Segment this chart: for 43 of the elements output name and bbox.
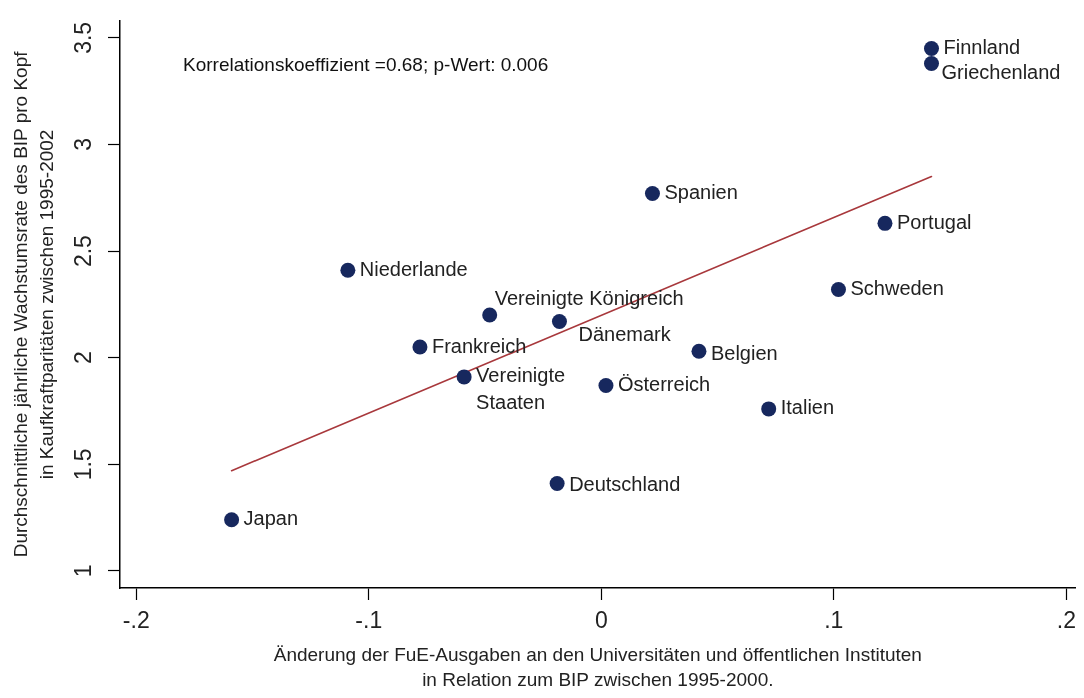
series-label: Frankreich — [431, 334, 527, 357]
x-tick-label: .2 — [1056, 607, 1076, 634]
point — [923, 55, 939, 71]
y-tick-label: 1 — [70, 564, 97, 578]
x-axis-title: Änderung der FuE-Ausgaben an den Universitäten und öffentlichen Instituten in Relation zum BIP zwischen 1995-2000. — [273, 643, 922, 691]
point — [482, 307, 498, 323]
series-label: Vereinigte Staaten — [476, 364, 566, 414]
series-label: Niederlande — [359, 257, 468, 280]
point — [923, 41, 939, 57]
point — [340, 262, 356, 278]
x-tick-label: .1 — [824, 607, 844, 634]
point — [551, 313, 567, 329]
series-label: Spanien — [664, 181, 738, 204]
y-tick-label: 1.5 — [70, 448, 97, 481]
series-label: Deutschland — [569, 473, 681, 496]
point — [830, 281, 846, 297]
x-tick-label: -.2 — [122, 607, 150, 634]
series-label: Dänemark — [578, 322, 672, 345]
series-label: Finnland — [943, 36, 1021, 59]
point — [691, 343, 707, 359]
point — [761, 401, 777, 417]
y-axis-title: Durchschnittliche jährliche Wachstumsrate des BIP pro Kopf in Kaufkraftparitäten zwischen 1995-2002 — [10, 50, 57, 558]
y-tick-label: 3 — [70, 138, 97, 151]
series-label: Japan — [243, 507, 299, 530]
annotation: Korrelationskoeffizient =0.68; p-Wert: 0.006 — [183, 54, 549, 76]
point — [877, 215, 893, 231]
point — [456, 369, 472, 385]
series-label: Belgien — [710, 341, 778, 364]
point — [644, 186, 660, 202]
series-label: Österreich — [617, 372, 711, 395]
point — [224, 512, 240, 528]
y-tick-label: 3.5 — [70, 21, 97, 54]
x-tick-label: -.1 — [355, 607, 383, 634]
series-label: Griechenland — [941, 60, 1061, 83]
x-tick-label: 0 — [594, 607, 608, 634]
point — [598, 377, 614, 393]
series-label: Portugal — [896, 210, 972, 233]
point — [412, 339, 428, 355]
series-label: Schweden — [850, 276, 944, 299]
series-label: Italien — [780, 396, 835, 419]
point — [549, 476, 565, 492]
y-tick-label: 2 — [70, 351, 97, 365]
y-tick-label: 2.5 — [70, 235, 97, 268]
